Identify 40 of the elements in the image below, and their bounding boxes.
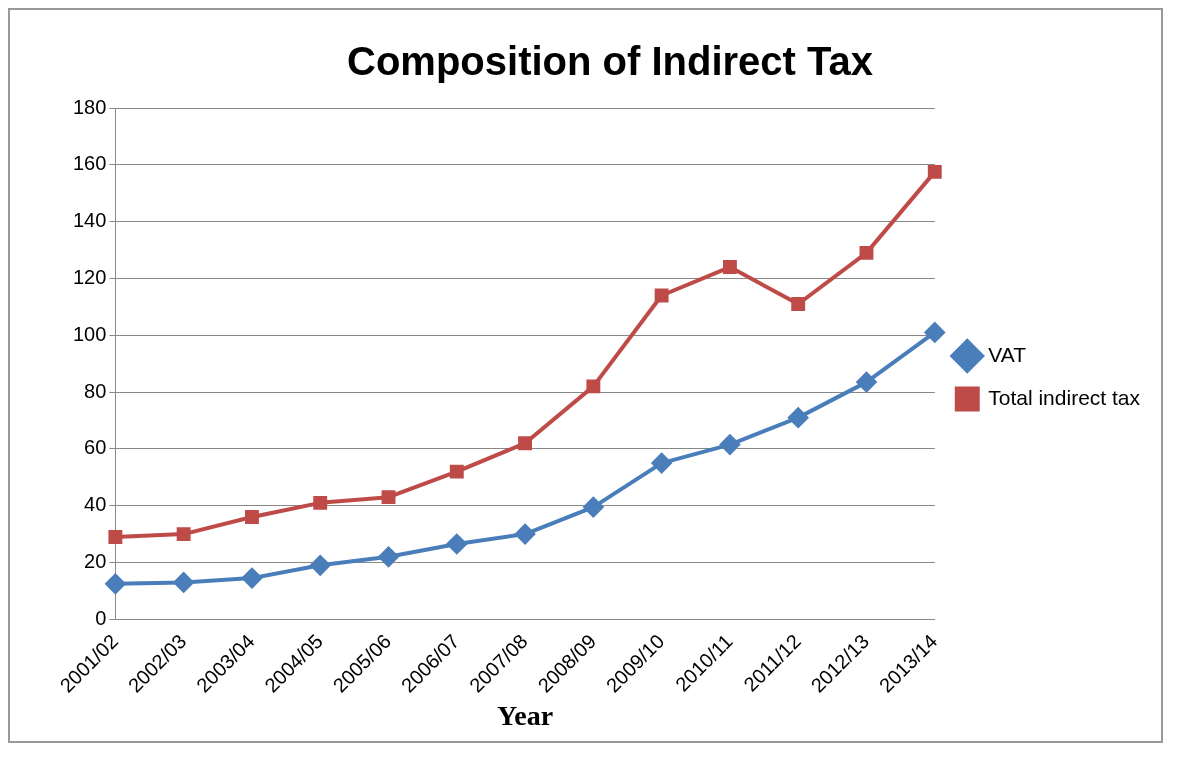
point <box>722 260 737 275</box>
point <box>791 297 806 311</box>
point <box>173 572 194 593</box>
y-tick-label: 160 <box>72 152 107 175</box>
point <box>583 497 604 518</box>
point <box>313 495 328 510</box>
legend-label: VAT <box>988 342 1027 366</box>
y-tick-label: 100 <box>72 322 107 345</box>
point <box>518 436 533 451</box>
x-axis-title: Year <box>497 700 554 732</box>
point <box>924 322 945 343</box>
point <box>310 555 331 576</box>
point <box>859 245 874 260</box>
point <box>381 490 396 505</box>
y-tick-label: 60 <box>84 436 107 459</box>
point <box>719 434 740 455</box>
legend-label: Total indirect tax <box>988 385 1141 409</box>
point <box>105 573 126 594</box>
point <box>515 524 536 545</box>
point <box>378 546 399 567</box>
point <box>108 529 123 544</box>
point <box>651 453 672 474</box>
y-tick-label: 80 <box>84 379 107 402</box>
point <box>446 534 467 555</box>
point <box>927 164 942 179</box>
y-tick-label: 120 <box>72 265 107 288</box>
y-tick-label: 0 <box>95 606 107 629</box>
y-tick-label: 20 <box>84 550 107 573</box>
point <box>176 527 191 542</box>
point <box>241 568 262 589</box>
chart-title: Composition of Indirect Tax <box>347 39 873 84</box>
point <box>244 510 259 524</box>
point <box>856 372 877 393</box>
y-tick-label: 40 <box>84 493 107 516</box>
point <box>788 407 809 428</box>
y-tick-label: 140 <box>72 209 107 232</box>
point <box>449 464 464 479</box>
y-tick-label: 180 <box>72 95 107 118</box>
point <box>654 288 669 303</box>
point <box>586 379 601 394</box>
